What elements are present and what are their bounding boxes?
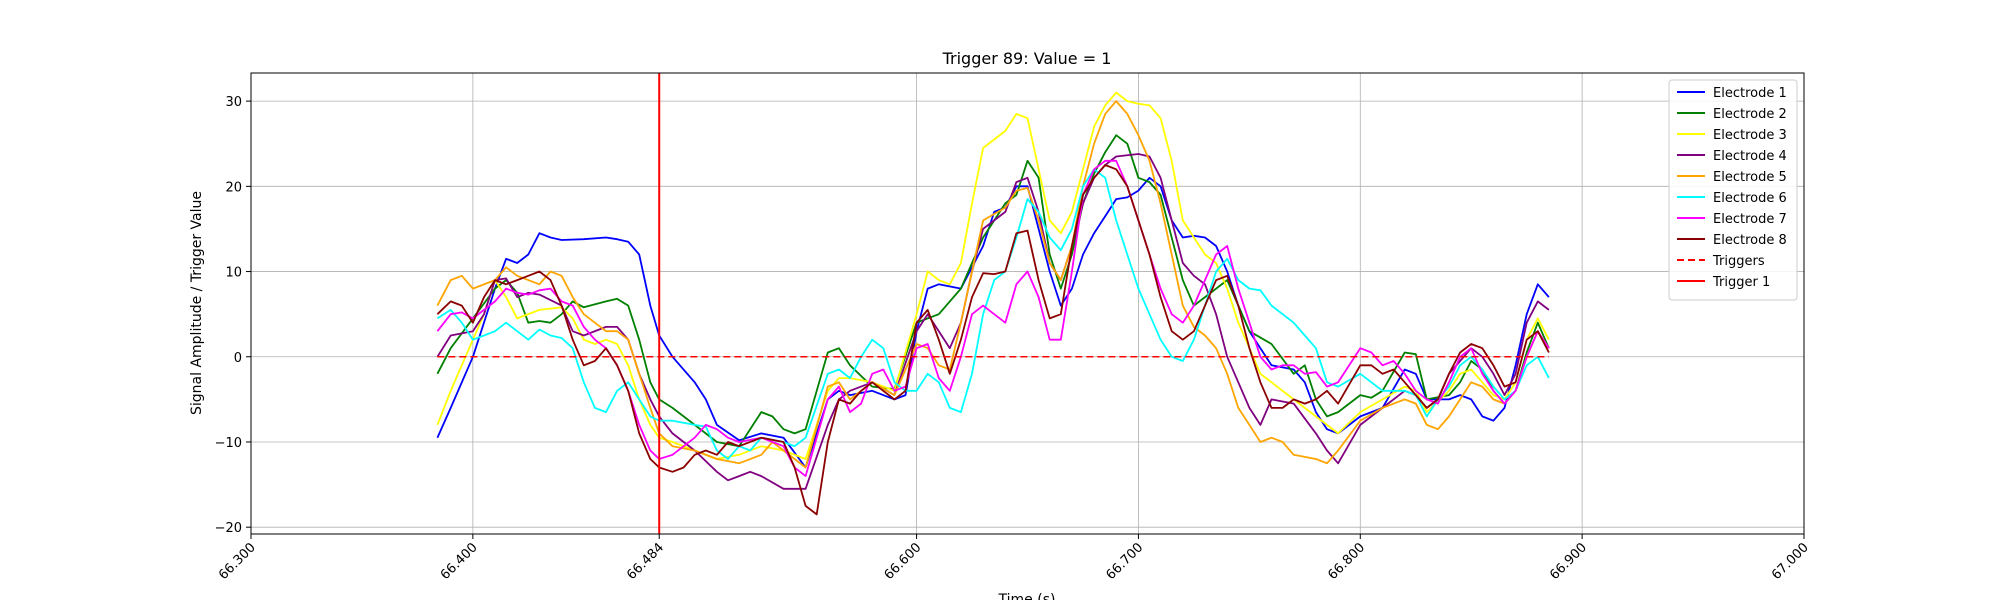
x-tick-label-6: 66.900 — [1547, 540, 1590, 583]
legend-label-7: Electrode 8 — [1713, 233, 1787, 248]
legend-label-2: Electrode 3 — [1713, 128, 1787, 143]
x-axis: 66.300 66.400 66.484 66.600 66.700 66.800 66.9… — [216, 534, 1812, 583]
x-tick-label-5: 66.800 — [1325, 540, 1368, 583]
legend-label-5: Electrode 6 — [1713, 191, 1787, 206]
x-tick-label-1: 66.400 — [438, 540, 481, 583]
series-line-electrode-5 — [436, 100, 1550, 469]
legend-label-9: Trigger 1 — [1712, 275, 1770, 290]
legend-label-3: Electrode 4 — [1713, 149, 1787, 164]
series-line-electrode-4 — [436, 153, 1550, 490]
legend-label-4: Electrode 5 — [1713, 170, 1787, 185]
y-tick-label-3: 10 — [225, 266, 242, 281]
legend-label-8: Triggers — [1712, 254, 1765, 269]
x-tick-label-3: 66.600 — [882, 540, 925, 583]
x-tick-label-4: 66.700 — [1103, 540, 1146, 583]
y-tick-label-2: 0 — [234, 351, 242, 366]
plot-frame — [250, 72, 1805, 535]
series-line-electrode-7 — [436, 159, 1550, 477]
y-tick-label-1: −10 — [215, 436, 242, 451]
y-tick-label-0: −20 — [215, 521, 242, 536]
chart-title: Trigger 89: Value = 1 — [942, 49, 1112, 68]
legend: Electrode 1 Electrode 2 Electrode 3 Electro… — [1668, 79, 1798, 301]
x-tick-label-2: 66.484 — [624, 540, 667, 583]
x-axis-label: Time (s) — [998, 592, 1056, 600]
plot-series — [436, 91, 1550, 516]
y-axis: −20 −10 0 10 20 30 — [215, 95, 251, 536]
legend-label-0: Electrode 1 — [1713, 86, 1787, 101]
y-tick-label-5: 30 — [225, 95, 242, 110]
y-axis-label: Signal Amplitude / Trigger Value — [189, 191, 205, 415]
legend-label-1: Electrode 2 — [1713, 107, 1787, 122]
series-line-electrode-3 — [436, 91, 1550, 460]
series-line-electrode-1 — [436, 176, 1550, 469]
y-tick-label-4: 20 — [225, 180, 242, 195]
series-line-electrode-8 — [436, 164, 1550, 516]
x-tick-label-0: 66.300 — [216, 540, 259, 583]
series-line-electrode-6 — [436, 168, 1550, 460]
series-line-electrode-2 — [436, 134, 1550, 448]
x-tick-label-7: 67.000 — [1769, 540, 1812, 583]
legend-label-6: Electrode 7 — [1713, 212, 1787, 227]
